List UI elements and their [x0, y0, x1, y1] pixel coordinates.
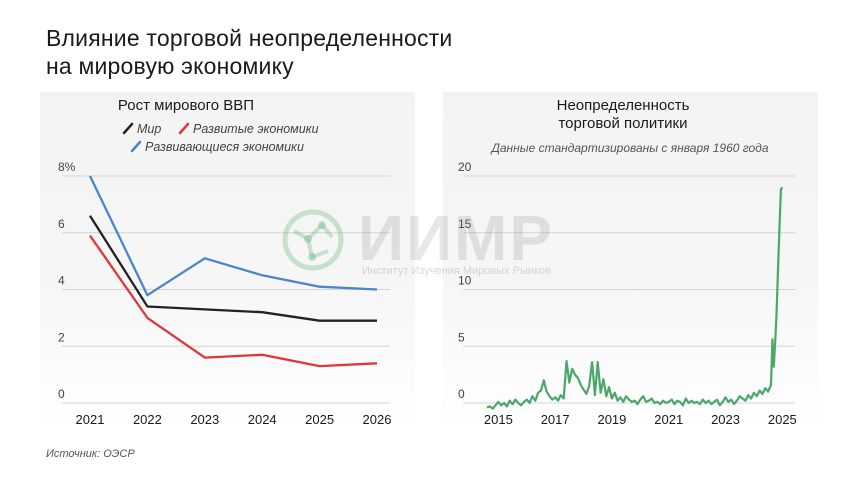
y-tick-label-1: 5	[458, 330, 465, 344]
x-tick-label-0: 2021	[76, 412, 105, 427]
chart-title: Рост мирового ВВП	[118, 97, 254, 114]
x-tick-label-4: 2023	[711, 412, 740, 427]
page-title-line2: на мировую экономику	[46, 53, 294, 79]
chart-title-line1: Неопределенность	[557, 97, 690, 114]
x-tick-label-5: 2025	[768, 412, 797, 427]
y-tick-label-0: 0	[58, 387, 65, 401]
y-tick-label-4: 20	[458, 160, 472, 174]
y-tick-label-0: 0	[458, 387, 465, 401]
legend-label-0: Мир	[137, 122, 161, 136]
x-tick-label-1: 2022	[133, 412, 162, 427]
gdp-growth-chart: Рост мирового ВВП Мир Развитые экономики Ра…	[58, 97, 392, 427]
series-line-0	[89, 215, 377, 322]
chart-subtitle: Данные стандартизированы с января 1960 г…	[489, 141, 768, 155]
x-tick-label-2: 2023	[190, 412, 219, 427]
legend-swatch-0	[122, 122, 134, 135]
chart-title-line2: торговой политики	[558, 115, 687, 132]
x-tick-label-3: 2021	[654, 412, 683, 427]
y-tick-label-2: 4	[58, 274, 65, 288]
page-title: Влияние торговой неопределенности на мир…	[46, 24, 452, 80]
series-line-0	[486, 186, 784, 410]
legend-swatch-2	[130, 140, 142, 153]
legend-swatch-1	[178, 122, 190, 135]
y-tick-label-3: 15	[458, 217, 472, 231]
trade-uncertainty-panel: Неопределенность торговой политики Данные …	[443, 92, 818, 432]
x-tick-label-0: 2015	[484, 412, 513, 427]
gdp-growth-panel: Рост мирового ВВП Мир Развитые экономики Ра…	[40, 92, 415, 432]
legend-label-1: Развитые экономики	[193, 122, 319, 136]
series-line-2	[88, 175, 378, 297]
x-tick-label-2: 2019	[597, 412, 626, 427]
page-title-line1: Влияние торговой неопределенности	[46, 25, 453, 51]
x-tick-label-3: 2024	[248, 412, 277, 427]
x-tick-label-1: 2017	[541, 412, 570, 427]
y-tick-label-2: 10	[458, 274, 472, 288]
x-tick-label-4: 2025	[305, 412, 334, 427]
x-tick-label-5: 2026	[363, 412, 392, 427]
y-tick-label-1: 2	[58, 330, 65, 344]
y-tick-label-3: 6	[58, 217, 65, 231]
y-tick-label-4: 8%	[58, 160, 76, 174]
series-line-1	[89, 234, 378, 368]
legend-label-2: Развивающиеся экономики	[145, 140, 304, 154]
source-note: Источник: ОЭСР	[46, 448, 135, 460]
